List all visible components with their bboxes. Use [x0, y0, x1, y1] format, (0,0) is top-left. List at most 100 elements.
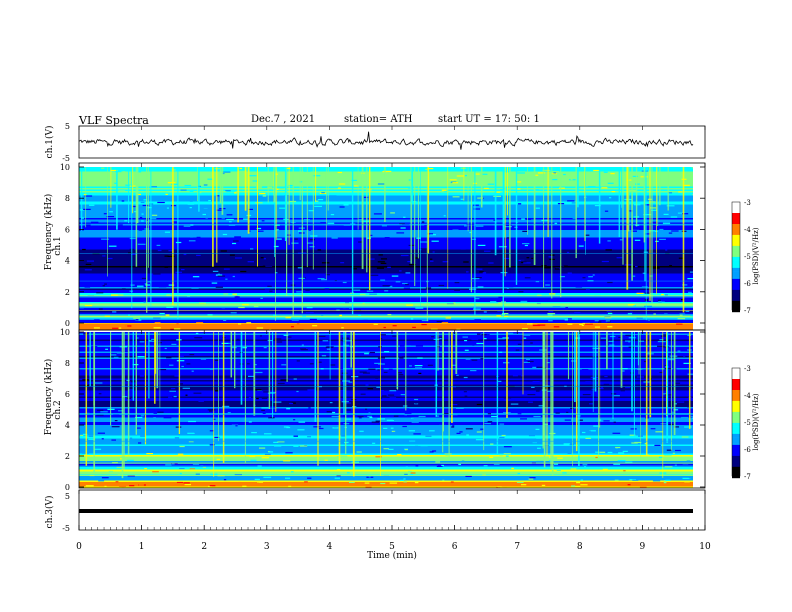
- spectrogram-speckle: [585, 217, 591, 219]
- spectrogram-speckle: [348, 480, 354, 482]
- spectrogram-speckle: [324, 459, 328, 461]
- spectrogram-speckle: [625, 334, 634, 336]
- colorbar-segment: [732, 402, 740, 405]
- spectrogram-speckle: [117, 294, 124, 296]
- spectrogram-speckle: [250, 459, 257, 461]
- spectrogram-speckle: [399, 270, 402, 272]
- spectrogram-speckle: [130, 284, 135, 286]
- spectrogram-speckle: [456, 328, 461, 330]
- colorbar-frame: [731, 201, 741, 311]
- spectrogram-speckle: [153, 327, 161, 329]
- spectrogram-speckle: [473, 208, 481, 210]
- spectrogram-speckle: [464, 175, 467, 177]
- spectrogram-speckle: [269, 329, 272, 330]
- spectrogram-speckle: [666, 449, 672, 451]
- spectrogram-speckle: [113, 356, 119, 358]
- spectrogram-speckle: [193, 392, 202, 394]
- spectrogram-speckle: [431, 396, 439, 398]
- spectrogram-speckle: [581, 369, 589, 371]
- spectrogram-speckle: [119, 485, 126, 487]
- spectrogram-speckle: [386, 348, 393, 350]
- spectrogram-band: [79, 195, 693, 198]
- spectrogram-speckle: [544, 215, 551, 217]
- spectrogram-speckle: [309, 484, 315, 487]
- spectrogram-speckle: [82, 433, 88, 435]
- spectrogram-speckle: [517, 203, 522, 205]
- spectrogram-band: [79, 411, 693, 414]
- spectrogram-speckle: [589, 425, 597, 427]
- spectrogram-speckle: [223, 319, 227, 321]
- spectrogram-band: [79, 296, 693, 298]
- spectrogram-speckle: [365, 384, 369, 386]
- spectrogram-speckle: [246, 364, 252, 367]
- spectrogram-band: [79, 282, 693, 285]
- colorbar-segment: [732, 280, 740, 283]
- spectrogram-speckle: [604, 317, 612, 319]
- spectrogram-speckle: [528, 207, 531, 209]
- spectrogram-speckle: [266, 426, 269, 428]
- spectrogram-speckle: [263, 476, 272, 478]
- spectrogram-band: [79, 212, 693, 214]
- spectrogram-speckle: [185, 394, 188, 396]
- spectrogram-band: [79, 227, 693, 229]
- spectrogram-speckle: [678, 191, 683, 193]
- spectrogram-speckle: [499, 317, 507, 319]
- spectrogram-speckle: [670, 216, 678, 218]
- spectrogram-speckle: [202, 466, 207, 469]
- spectrogram-speckle: [167, 298, 175, 300]
- spectrogram-speckle: [260, 297, 263, 299]
- colorbar-segment: [732, 444, 740, 448]
- spectrogram-speckle: [176, 481, 183, 483]
- spectrogram-speckle: [193, 254, 199, 256]
- spectrogram-speckle: [495, 191, 501, 193]
- spectrogram-speckle: [375, 377, 379, 379]
- spectrogram-speckle: [431, 240, 439, 242]
- spectrogram-speckle: [225, 278, 228, 280]
- spectrogram-speckle: [372, 442, 376, 444]
- spectrogram-speckle: [148, 425, 152, 427]
- spectrogram-speckle: [582, 464, 588, 466]
- colorbar-segment: [732, 476, 740, 479]
- spectrogram-speckle: [326, 411, 332, 413]
- spectrogram-band: [79, 404, 693, 406]
- spectrogram-speckle: [520, 375, 524, 377]
- spectrogram-speckle: [618, 336, 621, 338]
- spectrogram-speckle: [535, 174, 539, 176]
- spectrogram-speckle: [254, 364, 257, 366]
- spectrogram-speckle: [548, 256, 553, 258]
- spectrogram-speckle: [607, 326, 613, 328]
- spectrogram-speckle: [173, 304, 176, 307]
- spectrogram-speckle: [375, 420, 381, 422]
- spectrogram-speckle: [257, 465, 262, 467]
- colorbar-segment: [732, 304, 740, 307]
- spectrogram-speckle: [278, 188, 286, 191]
- spectrogram-speckle: [487, 413, 491, 415]
- spectrogram-speckle: [217, 264, 222, 266]
- spectrogram-speckle: [680, 302, 685, 304]
- spectrogram-speckle: [370, 274, 379, 276]
- spectrogram-speckle: [528, 401, 533, 403]
- colorbar-segment: [732, 214, 740, 217]
- colorbar-segment: [732, 461, 740, 464]
- spectrogram-speckle: [97, 432, 105, 434]
- spectrogram-speckle: [566, 411, 569, 413]
- spectrogram-speckle: [415, 307, 424, 309]
- spectrogram-speckle: [130, 237, 136, 240]
- spectrogram-speckle: [293, 378, 297, 380]
- spectrogram-speckle: [622, 370, 625, 372]
- spectrogram-band: [79, 399, 693, 402]
- spectrogram-speckle: [474, 277, 482, 279]
- spectrogram-speckle: [451, 426, 455, 428]
- spectrogram-band: [79, 311, 693, 313]
- colorbar-segment: [732, 220, 740, 223]
- spectrogram-speckle: [666, 205, 675, 207]
- spectrogram-speckle: [267, 339, 273, 342]
- spectrogram-speckle: [153, 273, 161, 275]
- spectrogram-speckle: [475, 298, 480, 300]
- spectrogram-speckle: [222, 171, 231, 173]
- spectrogram-speckle: [125, 184, 133, 186]
- spectrogram-speckle: [276, 238, 282, 240]
- spectrogram-speckle: [181, 269, 185, 271]
- spectrogram-speckle: [464, 340, 468, 342]
